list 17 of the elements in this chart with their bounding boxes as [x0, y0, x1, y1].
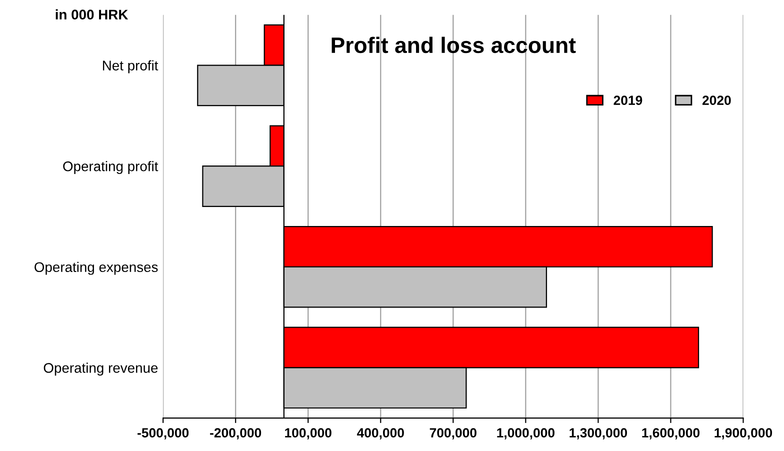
x-tick-label: -500,000: [138, 428, 189, 440]
x-tick-label: 400,000: [356, 428, 404, 440]
legend-label: 2020: [702, 96, 731, 105]
x-tick-label: 1,000,000: [497, 428, 554, 440]
x-tick-label: 1,600,000: [642, 428, 700, 440]
y-tick-label: Operating revenue: [44, 362, 158, 376]
legend-label: 2019: [614, 96, 642, 105]
text: in 000 HRK: [56, 9, 128, 20]
x-tick-label: 100,000: [285, 428, 332, 440]
y-tick-label: Operating expenses: [34, 262, 158, 275]
x-tick-label: -200,000: [210, 428, 262, 440]
x-tick-label: 700,000: [430, 428, 476, 440]
y-tick-label: Operating profit: [63, 161, 158, 174]
y-tick-label: Net profit: [103, 60, 158, 74]
x-tick-label: 1,900,000: [714, 428, 772, 440]
text: Profit and loss account: [332, 36, 576, 54]
x-tick-label: 1,300,000: [570, 428, 628, 440]
